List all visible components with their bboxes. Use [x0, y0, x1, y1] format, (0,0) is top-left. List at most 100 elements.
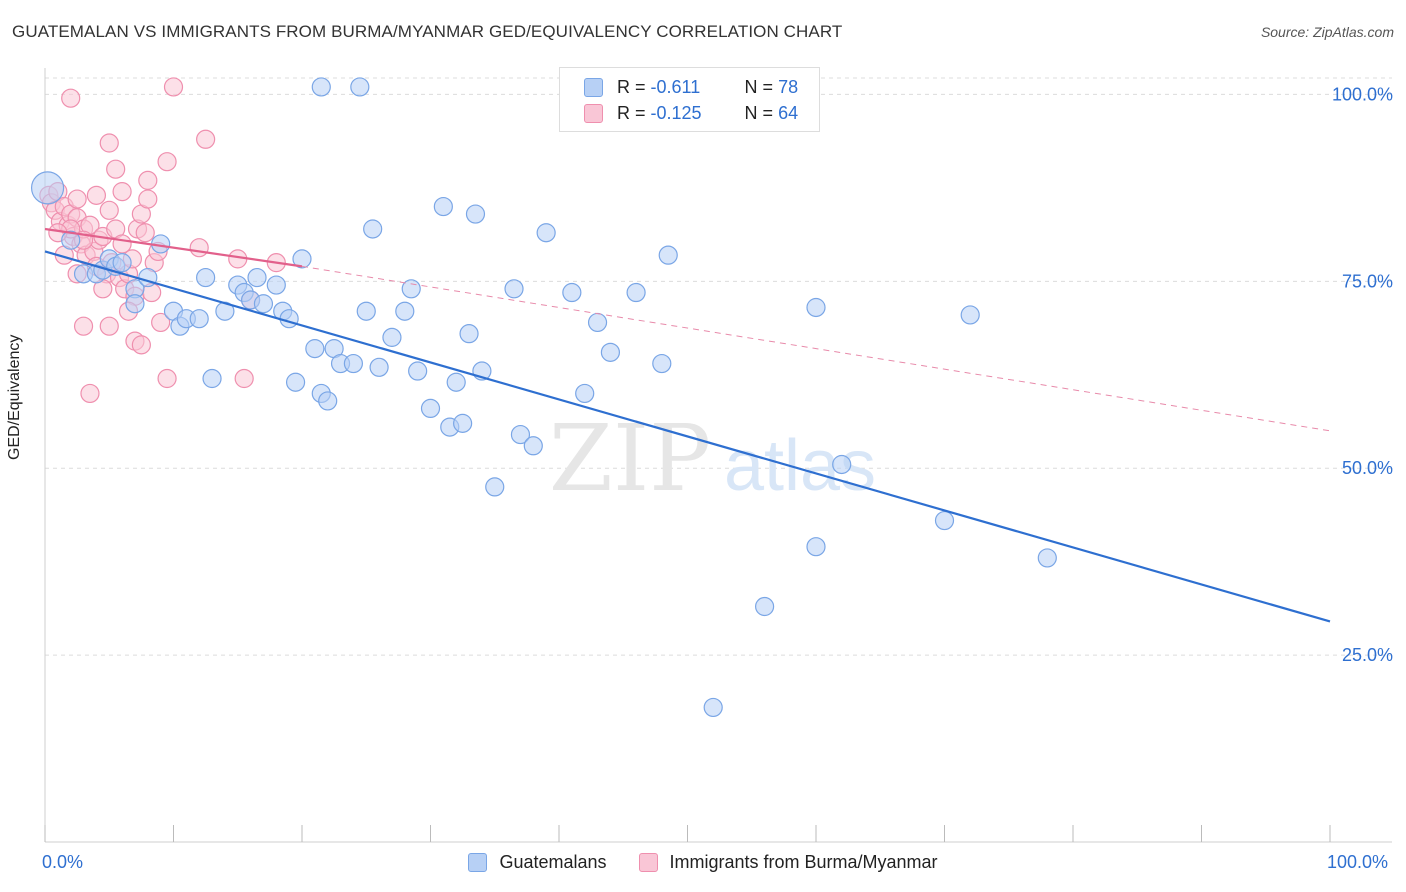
guatemalans-point: [465, 204, 486, 224]
y-tick-label: 100.0%: [1332, 84, 1393, 104]
burma-point: [138, 189, 158, 209]
burma-point: [234, 368, 254, 389]
guatemalans-point: [279, 309, 299, 329]
y-tick-label: 25.0%: [1342, 645, 1393, 665]
r-value: -0.611: [650, 76, 701, 97]
guatemalans-point: [318, 391, 338, 411]
n-label: N =: [744, 102, 774, 123]
guatemalans-point: [356, 301, 376, 321]
watermark-atlas: atlas: [724, 426, 876, 506]
guatemalans-point: [510, 424, 531, 445]
r-value: -0.125: [650, 102, 702, 123]
guatemalans-point: [382, 327, 402, 347]
burma-point: [135, 223, 155, 243]
guatemalans-point: [485, 477, 505, 497]
guatemalans-point: [408, 361, 428, 381]
guatemalans-point: [806, 297, 826, 318]
guatemalans-point: [960, 305, 980, 325]
guatemalans-point: [575, 383, 595, 404]
burma-point: [151, 312, 171, 333]
legend-item-burma: Immigrants from Burma/Myanmar: [638, 852, 938, 873]
legend-label: Immigrants from Burma/Myanmar: [669, 852, 938, 872]
guatemalans-point: [125, 294, 145, 314]
stats-row-guatemalans: R = -0.611 N = 78: [584, 75, 798, 99]
n-value: 78: [778, 76, 799, 97]
burma-point: [80, 383, 100, 404]
legend-swatch-guatemalans: [468, 853, 488, 872]
stats-swatch-burma: [584, 103, 603, 123]
legend-item-guatemalans: Guatemalans: [468, 852, 607, 873]
y-tick-label: 75.0%: [1342, 271, 1393, 291]
guatemalans-point: [504, 279, 524, 299]
guatemalans-point: [311, 77, 331, 97]
x-tick-min: 0.0%: [42, 852, 84, 872]
guatemalans-point: [754, 596, 775, 617]
legend-label: Guatemalans: [499, 852, 607, 872]
guatemalans-point: [202, 368, 222, 389]
guatemalans-point: [266, 275, 286, 295]
guatemalans-point: [253, 294, 274, 314]
burma-point: [157, 152, 177, 172]
burma-point: [99, 316, 119, 336]
stats-swatch-guatemalans: [584, 77, 603, 97]
guatemalans-point: [305, 339, 325, 359]
guatemalans-point: [934, 510, 955, 531]
burma-point: [131, 335, 151, 355]
burma-point: [196, 129, 216, 149]
trend-lines: [44, 227, 1331, 623]
guatemalans-point: [459, 324, 479, 344]
r-label: R =: [617, 102, 646, 123]
guatemalans-point: [587, 312, 608, 333]
n-value: 64: [778, 102, 799, 123]
guatemalans-point: [189, 309, 209, 329]
guatemalans-point: [832, 454, 852, 475]
guatemalans-point: [61, 230, 81, 250]
burma-point: [106, 159, 126, 179]
guatemalans-point: [285, 372, 306, 392]
guatemalans-point: [395, 301, 415, 321]
burma-point: [86, 185, 107, 205]
guatemalans-point: [626, 282, 646, 303]
watermark: ZIP atlas: [549, 405, 876, 512]
guatemalans-point: [247, 267, 267, 288]
legend: Guatemalans Immigrants from Burma/Myanma…: [0, 852, 1406, 873]
burma-point: [157, 368, 177, 389]
burma-point: [112, 182, 132, 202]
guatemalans-point: [806, 537, 826, 557]
guatemalans-point: [562, 282, 582, 303]
guatemalans-point: [523, 436, 543, 456]
burma-point: [73, 316, 94, 336]
guatemalans-point: [196, 267, 216, 288]
series-guatemalans-points: [30, 77, 1057, 718]
guatemalans-point: [112, 253, 132, 273]
y-axis-label: GED/Equivalency: [6, 334, 23, 460]
guatemalans-point: [292, 249, 312, 269]
guatemalans-point: [343, 353, 363, 374]
burma-point: [99, 200, 119, 220]
guatemalans-point: [433, 196, 453, 217]
n-label: N =: [744, 76, 774, 97]
stats-box: R = -0.611 N = 78 R = -0.125 N = 64: [559, 67, 820, 132]
guatemalans-point: [420, 398, 441, 419]
stats-row-burma: R = -0.125 N = 64: [584, 101, 798, 125]
guatemalans-point: [363, 219, 383, 239]
guatemalans-point: [652, 353, 672, 374]
guatemalans-point: [453, 413, 473, 433]
guatemalans-point: [600, 342, 621, 362]
watermark-zip: ZIP: [549, 405, 711, 512]
grid-lines: [45, 77, 1392, 656]
trend-line-burma-extension: [301, 265, 1331, 432]
guatemalans-point: [658, 245, 678, 265]
burma-point: [61, 88, 81, 108]
burma-point: [99, 133, 119, 153]
legend-swatch-burma: [638, 853, 658, 872]
guatemalans-point: [350, 77, 370, 97]
guatemalans-point: [1037, 548, 1057, 568]
axes: [44, 68, 1392, 843]
burma-point: [67, 189, 87, 209]
burma-point: [189, 238, 209, 258]
burma-point: [163, 77, 184, 97]
chart-title: GUATEMALAN VS IMMIGRANTS FROM BURMA/MYAN…: [12, 22, 843, 41]
x-tick-max: 100.0%: [1327, 852, 1389, 872]
